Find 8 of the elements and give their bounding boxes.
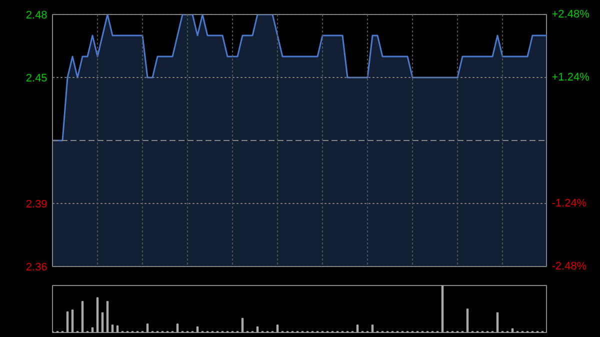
y2-tick-label: +2.48%	[552, 8, 590, 20]
y-tick-label: 2.36	[26, 262, 48, 274]
y2-tick-label: -1.24%	[552, 198, 587, 210]
y-tick-label: 2.48	[26, 10, 48, 22]
y-tick-label: 2.39	[26, 198, 48, 210]
y2-tick-label: +1.24%	[552, 72, 590, 84]
y-tick-label: 2.45	[26, 72, 48, 84]
y2-tick-label: -2.48%	[552, 260, 587, 272]
